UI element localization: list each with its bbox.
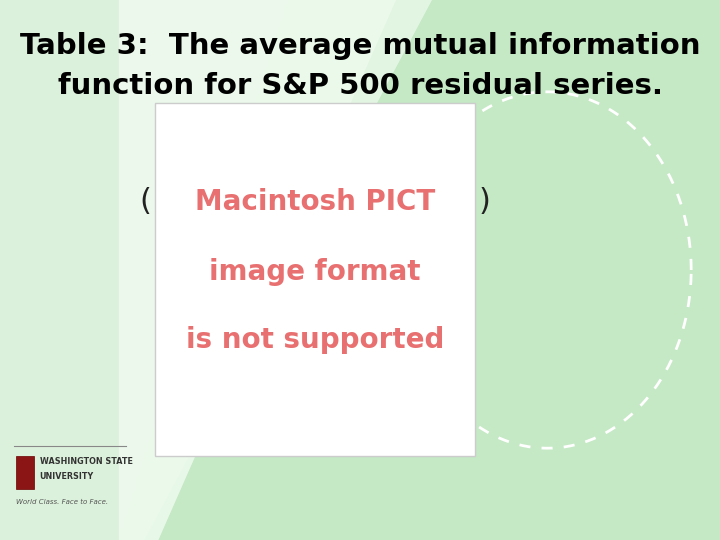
- Text: ): ): [479, 187, 490, 216]
- Bar: [155, 103, 475, 456]
- Text: (: (: [140, 187, 151, 216]
- Bar: [16, 456, 34, 489]
- Text: Table 3:  The average mutual information: Table 3: The average mutual information: [19, 32, 701, 60]
- Text: UNIVERSITY: UNIVERSITY: [40, 472, 94, 481]
- Text: is not supported: is not supported: [186, 326, 444, 354]
- Text: Macintosh PICT: Macintosh PICT: [195, 187, 435, 215]
- Text: World Class. Face to Face.: World Class. Face to Face.: [16, 499, 108, 505]
- Text: WASHINGTON STATE: WASHINGTON STATE: [40, 457, 132, 466]
- Polygon shape: [0, 0, 432, 540]
- Polygon shape: [119, 0, 288, 540]
- Text: image format: image format: [210, 258, 420, 286]
- Bar: [0, 0, 119, 540]
- Polygon shape: [119, 0, 396, 540]
- Text: function for S&P 500 residual series.: function for S&P 500 residual series.: [58, 72, 662, 100]
